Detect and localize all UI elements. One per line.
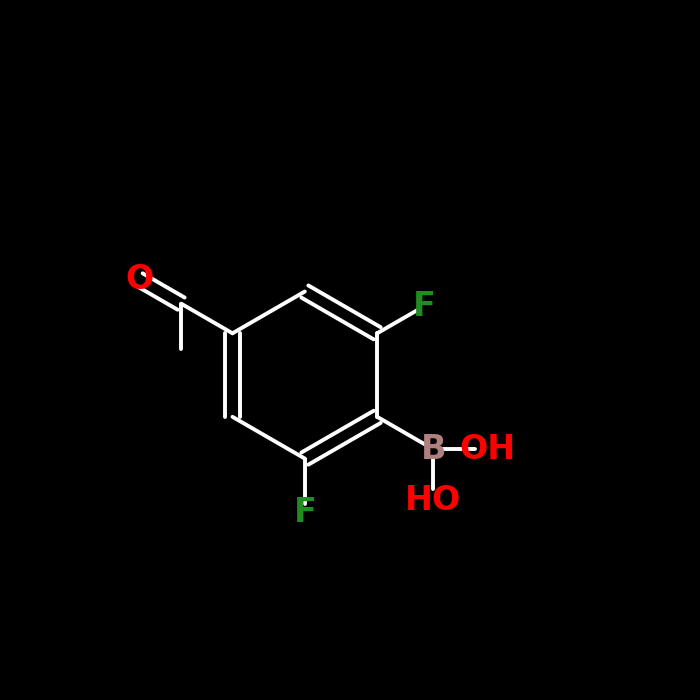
- Text: O: O: [125, 263, 153, 296]
- Text: HO: HO: [405, 484, 461, 517]
- Text: OH: OH: [459, 433, 515, 466]
- Text: F: F: [412, 290, 435, 323]
- Text: F: F: [293, 496, 316, 529]
- Text: B: B: [421, 433, 446, 466]
